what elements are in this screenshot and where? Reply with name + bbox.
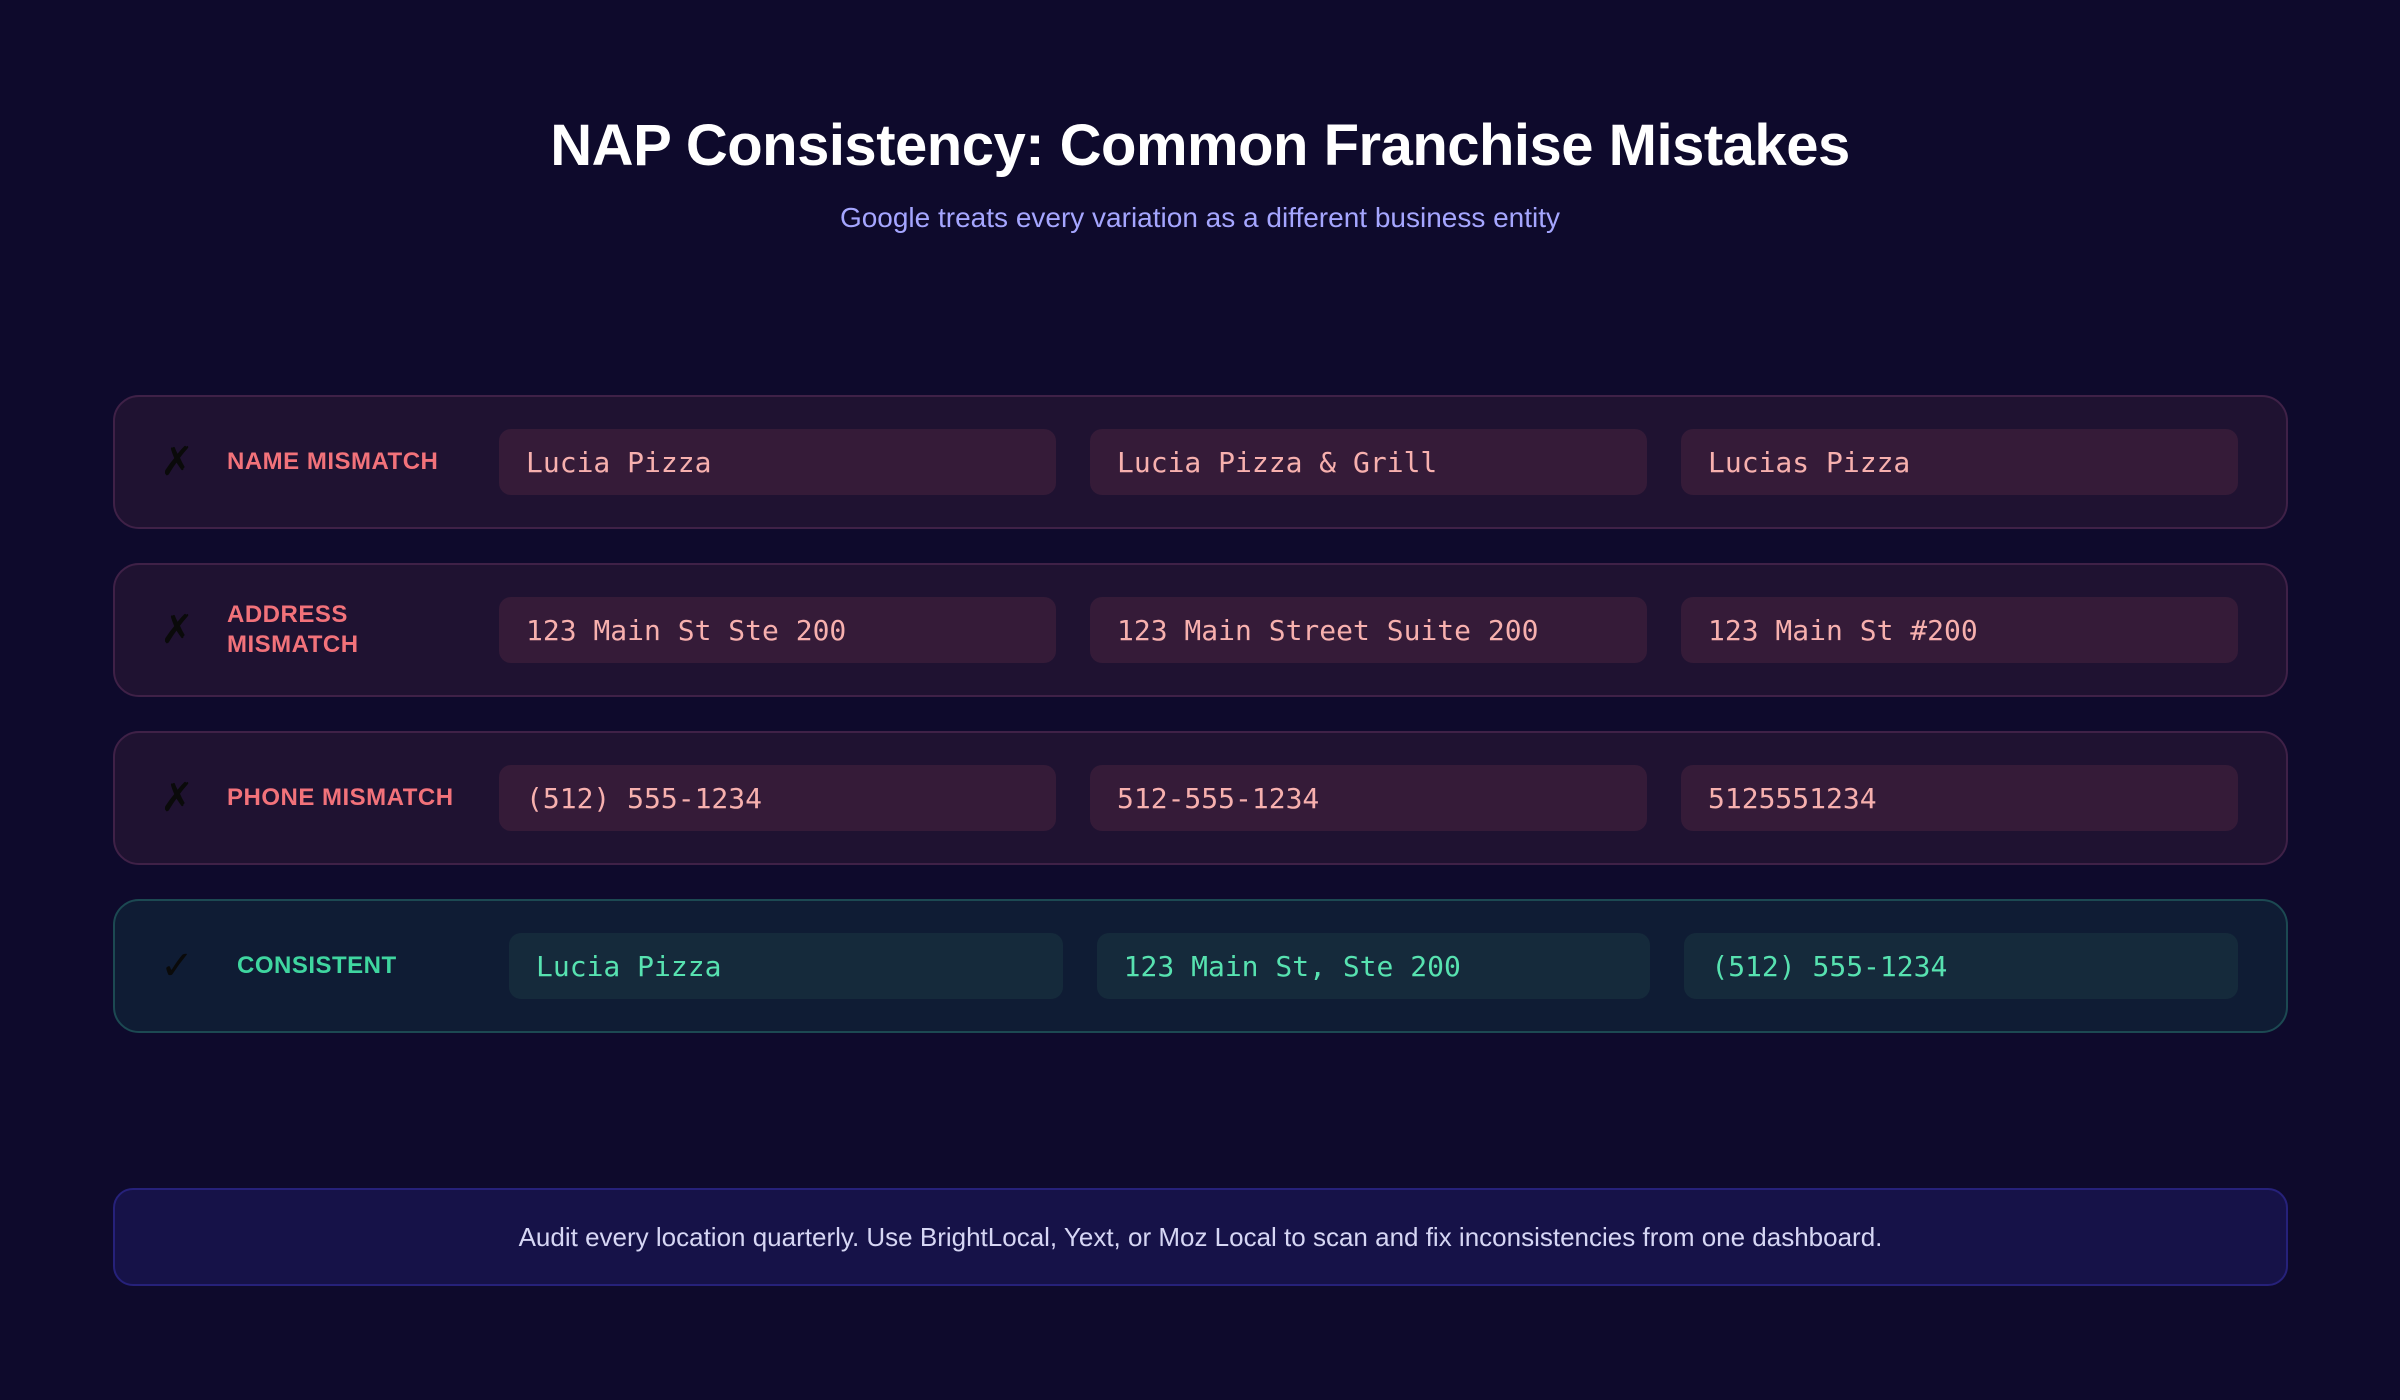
row-values: (512) 555-1234 512-555-1234 5125551234 (499, 765, 2238, 831)
x-mark-icon: ✗ (160, 440, 194, 484)
header: NAP Consistency: Common Franchise Mistak… (0, 106, 2400, 236)
row-values: Lucia Pizza Lucia Pizza & Grill Lucias P… (499, 429, 2238, 495)
footer-text: Audit every location quarterly. Use Brig… (518, 1221, 1883, 1252)
page-title: NAP Consistency: Common Franchise Mistak… (550, 113, 1850, 178)
x-mark-icon: ✗ (160, 608, 194, 652)
value-cell: 123 Main St, Ste 200 (1096, 933, 1651, 999)
row-label: ADDRESS MISMATCH (227, 601, 359, 658)
page-subtitle: Google treats every variation as a diffe… (839, 202, 1561, 233)
value-cell: Lucias Pizza (1681, 429, 2238, 495)
value-cell: (512) 555-1234 (499, 765, 1056, 831)
row-consistent: ✓ CONSISTENT Lucia Pizza 123 Main St, St… (113, 899, 2288, 1033)
value-cell: (512) 555-1234 (1684, 933, 2239, 999)
row-label: NAME MISMATCH (227, 448, 439, 475)
value-cell: 123 Main St #200 (1681, 597, 2238, 663)
row-values: Lucia Pizza 123 Main St, Ste 200 (512) 5… (509, 933, 2239, 999)
x-mark-icon: ✗ (160, 776, 194, 820)
row-label: CONSISTENT (237, 952, 397, 979)
row-address-mismatch: ✗ ADDRESS MISMATCH 123 Main St Ste 200 1… (113, 563, 2288, 697)
value-cell: Lucia Pizza (499, 429, 1056, 495)
value-cell: 512-555-1234 (1090, 765, 1647, 831)
value-cell: Lucia Pizza & Grill (1090, 429, 1647, 495)
row-values: 123 Main St Ste 200 123 Main Street Suit… (499, 597, 2238, 663)
value-cell: 123 Main Street Suite 200 (1090, 597, 1647, 663)
row-label: PHONE MISMATCH (227, 784, 454, 811)
value-cell: 5125551234 (1681, 765, 2238, 831)
check-mark-icon: ✓ (160, 944, 194, 988)
row-phone-mismatch: ✗ PHONE MISMATCH (512) 555-1234 512-555-… (113, 731, 2288, 865)
value-cell: Lucia Pizza (509, 933, 1063, 999)
row-name-mismatch: ✗ NAME MISMATCH Lucia Pizza Lucia Pizza … (113, 395, 2288, 529)
comparison-rows: ✗ NAME MISMATCH Lucia Pizza Lucia Pizza … (113, 395, 2288, 1067)
value-cell: 123 Main St Ste 200 (499, 597, 1056, 663)
footer-tip: Audit every location quarterly. Use Brig… (113, 1188, 2288, 1286)
